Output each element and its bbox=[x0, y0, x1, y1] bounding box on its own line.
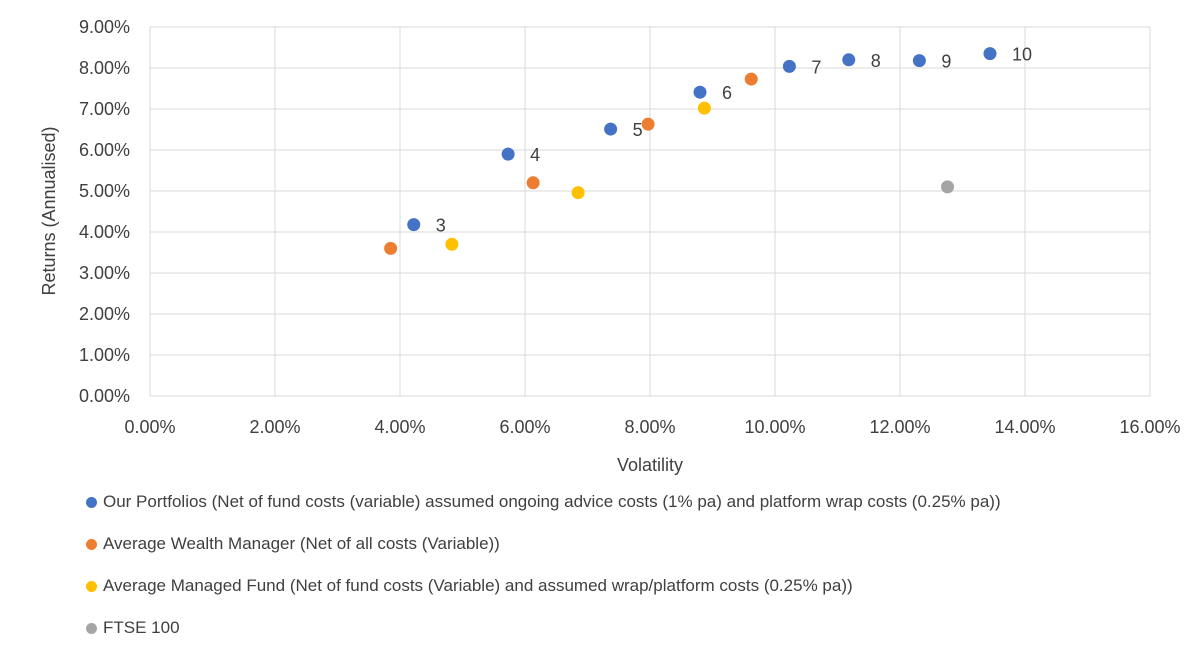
x-tick-label: 2.00% bbox=[249, 417, 300, 437]
data-points bbox=[384, 47, 997, 255]
x-tick-label: 8.00% bbox=[624, 417, 675, 437]
legend-label: Average Wealth Manager (Net of all costs… bbox=[103, 534, 500, 553]
y-tick-label: 2.00% bbox=[79, 304, 130, 324]
x-tick-label: 12.00% bbox=[869, 417, 930, 437]
data-point bbox=[526, 176, 540, 190]
data-label: 3 bbox=[436, 216, 446, 236]
x-tick-label: 0.00% bbox=[124, 417, 175, 437]
data-label: 6 bbox=[722, 83, 732, 103]
y-tick-label: 1.00% bbox=[79, 345, 130, 365]
point-labels: 3 4 5 6 7 8 9 10 bbox=[436, 45, 1032, 236]
legend-marker bbox=[86, 496, 97, 508]
data-label: 10 bbox=[1012, 45, 1032, 65]
y-tick-label: 5.00% bbox=[79, 181, 130, 201]
data-point bbox=[384, 241, 398, 255]
data-point bbox=[445, 237, 459, 251]
legend-item: Average Managed Fund (Net of fund costs … bbox=[86, 576, 1001, 596]
legend-marker bbox=[86, 538, 97, 550]
x-tick-label: 10.00% bbox=[744, 417, 805, 437]
data-point bbox=[501, 147, 515, 161]
legend-marker bbox=[86, 622, 97, 634]
data-point bbox=[604, 122, 618, 136]
legend: Our Portfolios (Net of fund costs (varia… bbox=[86, 492, 1001, 660]
x-tick-label: 16.00% bbox=[1119, 417, 1180, 437]
x-tick-label: 14.00% bbox=[994, 417, 1055, 437]
y-tick-label: 0.00% bbox=[79, 386, 130, 406]
y-tick-label: 8.00% bbox=[79, 58, 130, 78]
data-point bbox=[571, 186, 585, 200]
y-tick-label: 3.00% bbox=[79, 263, 130, 283]
data-label: 9 bbox=[941, 52, 951, 72]
tick-labels: 0.00% 1.00% 2.00% 3.00% 4.00% 5.00% 6.00% 7.00%… bbox=[79, 17, 1181, 437]
data-point bbox=[693, 85, 707, 99]
y-tick-label: 7.00% bbox=[79, 99, 130, 119]
x-axis-title: Volatility bbox=[617, 455, 683, 475]
data-label: 7 bbox=[811, 57, 821, 77]
data-label: 4 bbox=[530, 145, 540, 165]
legend-item: Average Wealth Manager (Net of all costs… bbox=[86, 534, 1001, 554]
y-tick-label: 9.00% bbox=[79, 17, 130, 37]
data-point bbox=[641, 117, 655, 131]
data-point bbox=[782, 59, 796, 73]
legend-label: FTSE 100 bbox=[103, 618, 180, 637]
grid-lines bbox=[149, 26, 1151, 397]
data-point bbox=[744, 72, 758, 86]
legend-marker bbox=[86, 580, 97, 592]
data-point bbox=[912, 54, 926, 68]
data-label: 8 bbox=[871, 51, 881, 71]
data-point bbox=[407, 218, 421, 232]
scatter-chart: 0.00% 1.00% 2.00% 3.00% 4.00% 5.00% 6.00% 7.00%… bbox=[39, 17, 1181, 475]
data-point bbox=[941, 180, 954, 194]
x-tick-label: 4.00% bbox=[374, 417, 425, 437]
data-point bbox=[842, 53, 856, 67]
legend-item: Our Portfolios (Net of fund costs (varia… bbox=[86, 492, 1001, 512]
legend-item: FTSE 100 bbox=[86, 618, 1001, 638]
y-tick-label: 6.00% bbox=[79, 140, 130, 160]
data-point bbox=[697, 101, 711, 115]
y-tick-label: 4.00% bbox=[79, 222, 130, 242]
legend-label: Average Managed Fund (Net of fund costs … bbox=[103, 576, 853, 595]
data-label: 5 bbox=[633, 120, 643, 140]
x-tick-label: 6.00% bbox=[499, 417, 550, 437]
y-axis-title: Returns (Annualised) bbox=[39, 126, 59, 295]
data-point bbox=[983, 47, 997, 61]
legend-label: Our Portfolios (Net of fund costs (varia… bbox=[103, 492, 1001, 511]
